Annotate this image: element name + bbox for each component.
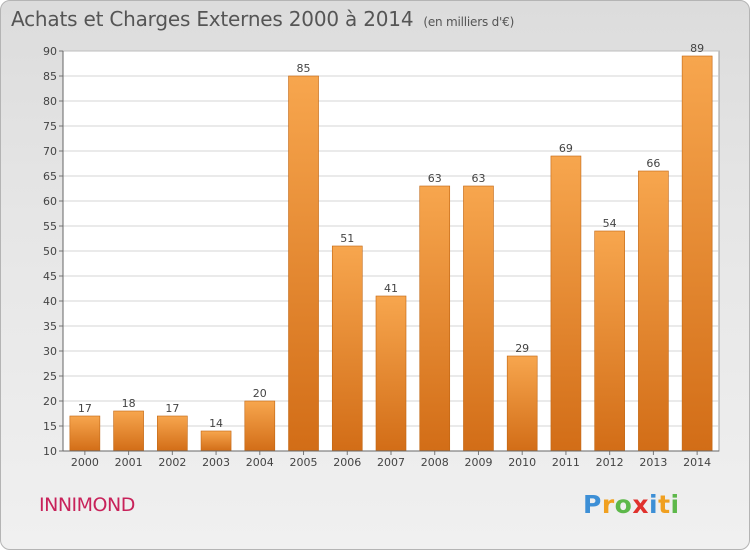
chart-title-text: Achats et Charges Externes 2000 à 2014	[11, 7, 414, 31]
y-tick-label: 50	[43, 245, 57, 258]
bar	[375, 295, 407, 452]
y-tick-label: 40	[43, 295, 57, 308]
bar	[594, 230, 625, 452]
bar	[69, 415, 101, 452]
y-tick-label: 90	[43, 45, 57, 58]
y-tick-label: 15	[43, 420, 57, 433]
x-tick-label: 2001	[115, 456, 143, 469]
data-label: 54	[603, 217, 617, 230]
data-label: 14	[209, 417, 223, 430]
chart-title: Achats et Charges Externes 2000 à 2014 (e…	[11, 7, 514, 31]
x-tick-label: 2000	[71, 456, 99, 469]
x-tick-label: 2012	[596, 456, 624, 469]
bar	[550, 155, 582, 452]
y-tick-label: 85	[43, 70, 57, 83]
bar	[681, 55, 713, 452]
y-tick-label: 70	[43, 145, 57, 158]
data-label: 20	[253, 387, 267, 400]
x-tick-label: 2008	[421, 456, 449, 469]
y-tick-label: 60	[43, 195, 57, 208]
data-label: 89	[690, 42, 704, 55]
bar	[200, 430, 232, 452]
y-tick-label: 30	[43, 345, 57, 358]
data-label: 85	[297, 62, 311, 75]
y-tick-label: 35	[43, 320, 57, 333]
x-tick-label: 2011	[552, 456, 580, 469]
bar	[419, 185, 451, 452]
bar	[157, 415, 188, 452]
data-label: 18	[122, 397, 136, 410]
bar	[463, 185, 494, 452]
x-tick-label: 2006	[333, 456, 361, 469]
y-tick-label: 20	[43, 395, 57, 408]
data-label: 29	[515, 342, 529, 355]
x-tick-label: 2003	[202, 456, 230, 469]
x-tick-label: 2004	[246, 456, 274, 469]
bar	[638, 170, 669, 452]
y-tick-label: 10	[43, 445, 57, 458]
data-label: 51	[340, 232, 354, 245]
x-tick-label: 2002	[158, 456, 186, 469]
x-tick-label: 2005	[290, 456, 318, 469]
data-label: 63	[428, 172, 442, 185]
bar	[331, 245, 363, 452]
y-tick-label: 55	[43, 220, 57, 233]
bar	[288, 75, 319, 452]
chart-subtitle: (en milliers d'€)	[423, 15, 515, 29]
bar	[244, 400, 276, 452]
y-tick-label: 25	[43, 370, 57, 383]
x-tick-label: 2007	[377, 456, 405, 469]
data-label: 41	[384, 282, 398, 295]
bar	[113, 410, 144, 452]
x-tick-label: 2009	[464, 456, 492, 469]
commune-name: INNIMOND	[39, 494, 135, 516]
bar	[506, 355, 538, 452]
data-label: 66	[646, 157, 660, 170]
data-label: 17	[78, 402, 92, 415]
proxiti-logo: Proxiti	[583, 490, 680, 519]
data-label: 17	[165, 402, 179, 415]
x-tick-label: 2013	[639, 456, 667, 469]
y-tick-label: 65	[43, 170, 57, 183]
x-tick-label: 2014	[683, 456, 711, 469]
x-tick-label: 2010	[508, 456, 536, 469]
data-label: 63	[471, 172, 485, 185]
y-tick-label: 80	[43, 95, 57, 108]
data-label: 69	[559, 142, 573, 155]
y-tick-label: 75	[43, 120, 57, 133]
y-tick-label: 45	[43, 270, 57, 283]
